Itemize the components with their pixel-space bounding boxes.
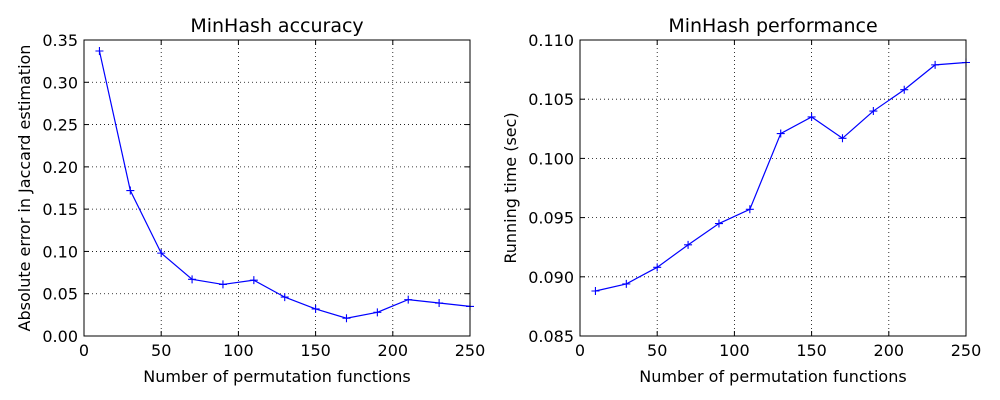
data-point-marker [373,308,382,317]
data-point-marker [745,205,754,214]
data-point-marker [900,85,909,94]
plot-frame [83,39,471,337]
y-tick-label: 0.20 [42,158,78,177]
data-point-marker [869,107,878,116]
accuracy-chart: 0 50 100 150 200 250 0.00 0.05 0.10 0.15 0.20 0.25 0… [15,15,485,386]
y-tick-label: 0.110 [528,31,574,50]
x-tick-label: 150 [300,341,331,360]
data-point-marker [311,304,320,313]
data-point-marker [435,299,444,308]
y-tick-label: 0.35 [42,31,78,50]
plot-frame [579,39,967,337]
data-point-marker [931,60,940,69]
x-tick-label: 200 [874,341,905,360]
y-tick-label: 0.00 [42,327,78,346]
series-line [98,50,471,319]
x-axis-label: Number of permutation functions [143,367,410,386]
x-tick-label: 150 [796,341,827,360]
data-point-marker [622,279,631,288]
y-tick-label: 0.25 [42,116,78,135]
data-point-marker [591,287,600,296]
x-tick-label: 100 [719,341,750,360]
data-point-marker [838,134,847,143]
series-line [595,61,967,292]
x-tick-label: 0 [575,341,585,360]
x-tick-label: 0 [79,341,89,360]
data-point-marker [714,219,723,228]
performance-chart: 0 50 100 150 200 250 0.085 0.090 0.095 0.100 0.105… [501,15,981,386]
y-tick-label: 0.105 [528,90,574,109]
chart-title: MinHash accuracy [190,15,363,37]
data-point-marker [218,280,227,289]
data-point-marker [653,263,662,272]
data-point-marker [95,46,104,55]
x-tick-label: 100 [223,341,254,360]
y-axis-label: Absolute error in Jaccard estimation [15,45,34,332]
x-tick-label: 250 [951,341,982,360]
data-point-marker [249,276,258,285]
x-tick-label: 250 [455,341,486,360]
x-tick-label: 50 [151,341,171,360]
x-tick-label: 200 [378,341,409,360]
data-point-marker [157,249,166,258]
data-point-marker [342,314,351,323]
y-tick-label: 0.15 [42,200,78,219]
chart-title: MinHash performance [668,15,877,37]
data-point-marker [684,240,693,249]
y-axis-label: Running time (sec) [501,112,520,263]
x-tick-label: 50 [647,341,667,360]
data-point-marker [126,186,135,195]
y-tick-label: 0.095 [528,209,574,228]
y-tick-label: 0.05 [42,285,78,304]
data-point-marker [404,295,413,304]
y-tick-label: 0.090 [528,268,574,287]
data-point-marker [776,129,785,138]
data-point-marker [807,112,816,121]
y-tick-label: 0.10 [42,242,78,261]
y-tick-label: 0.100 [528,149,574,168]
data-point-marker [280,293,289,302]
x-axis-label: Number of permutation functions [639,367,906,386]
y-tick-label: 0.085 [528,327,574,346]
data-point-marker [188,275,197,284]
y-tick-label: 0.30 [42,73,78,92]
